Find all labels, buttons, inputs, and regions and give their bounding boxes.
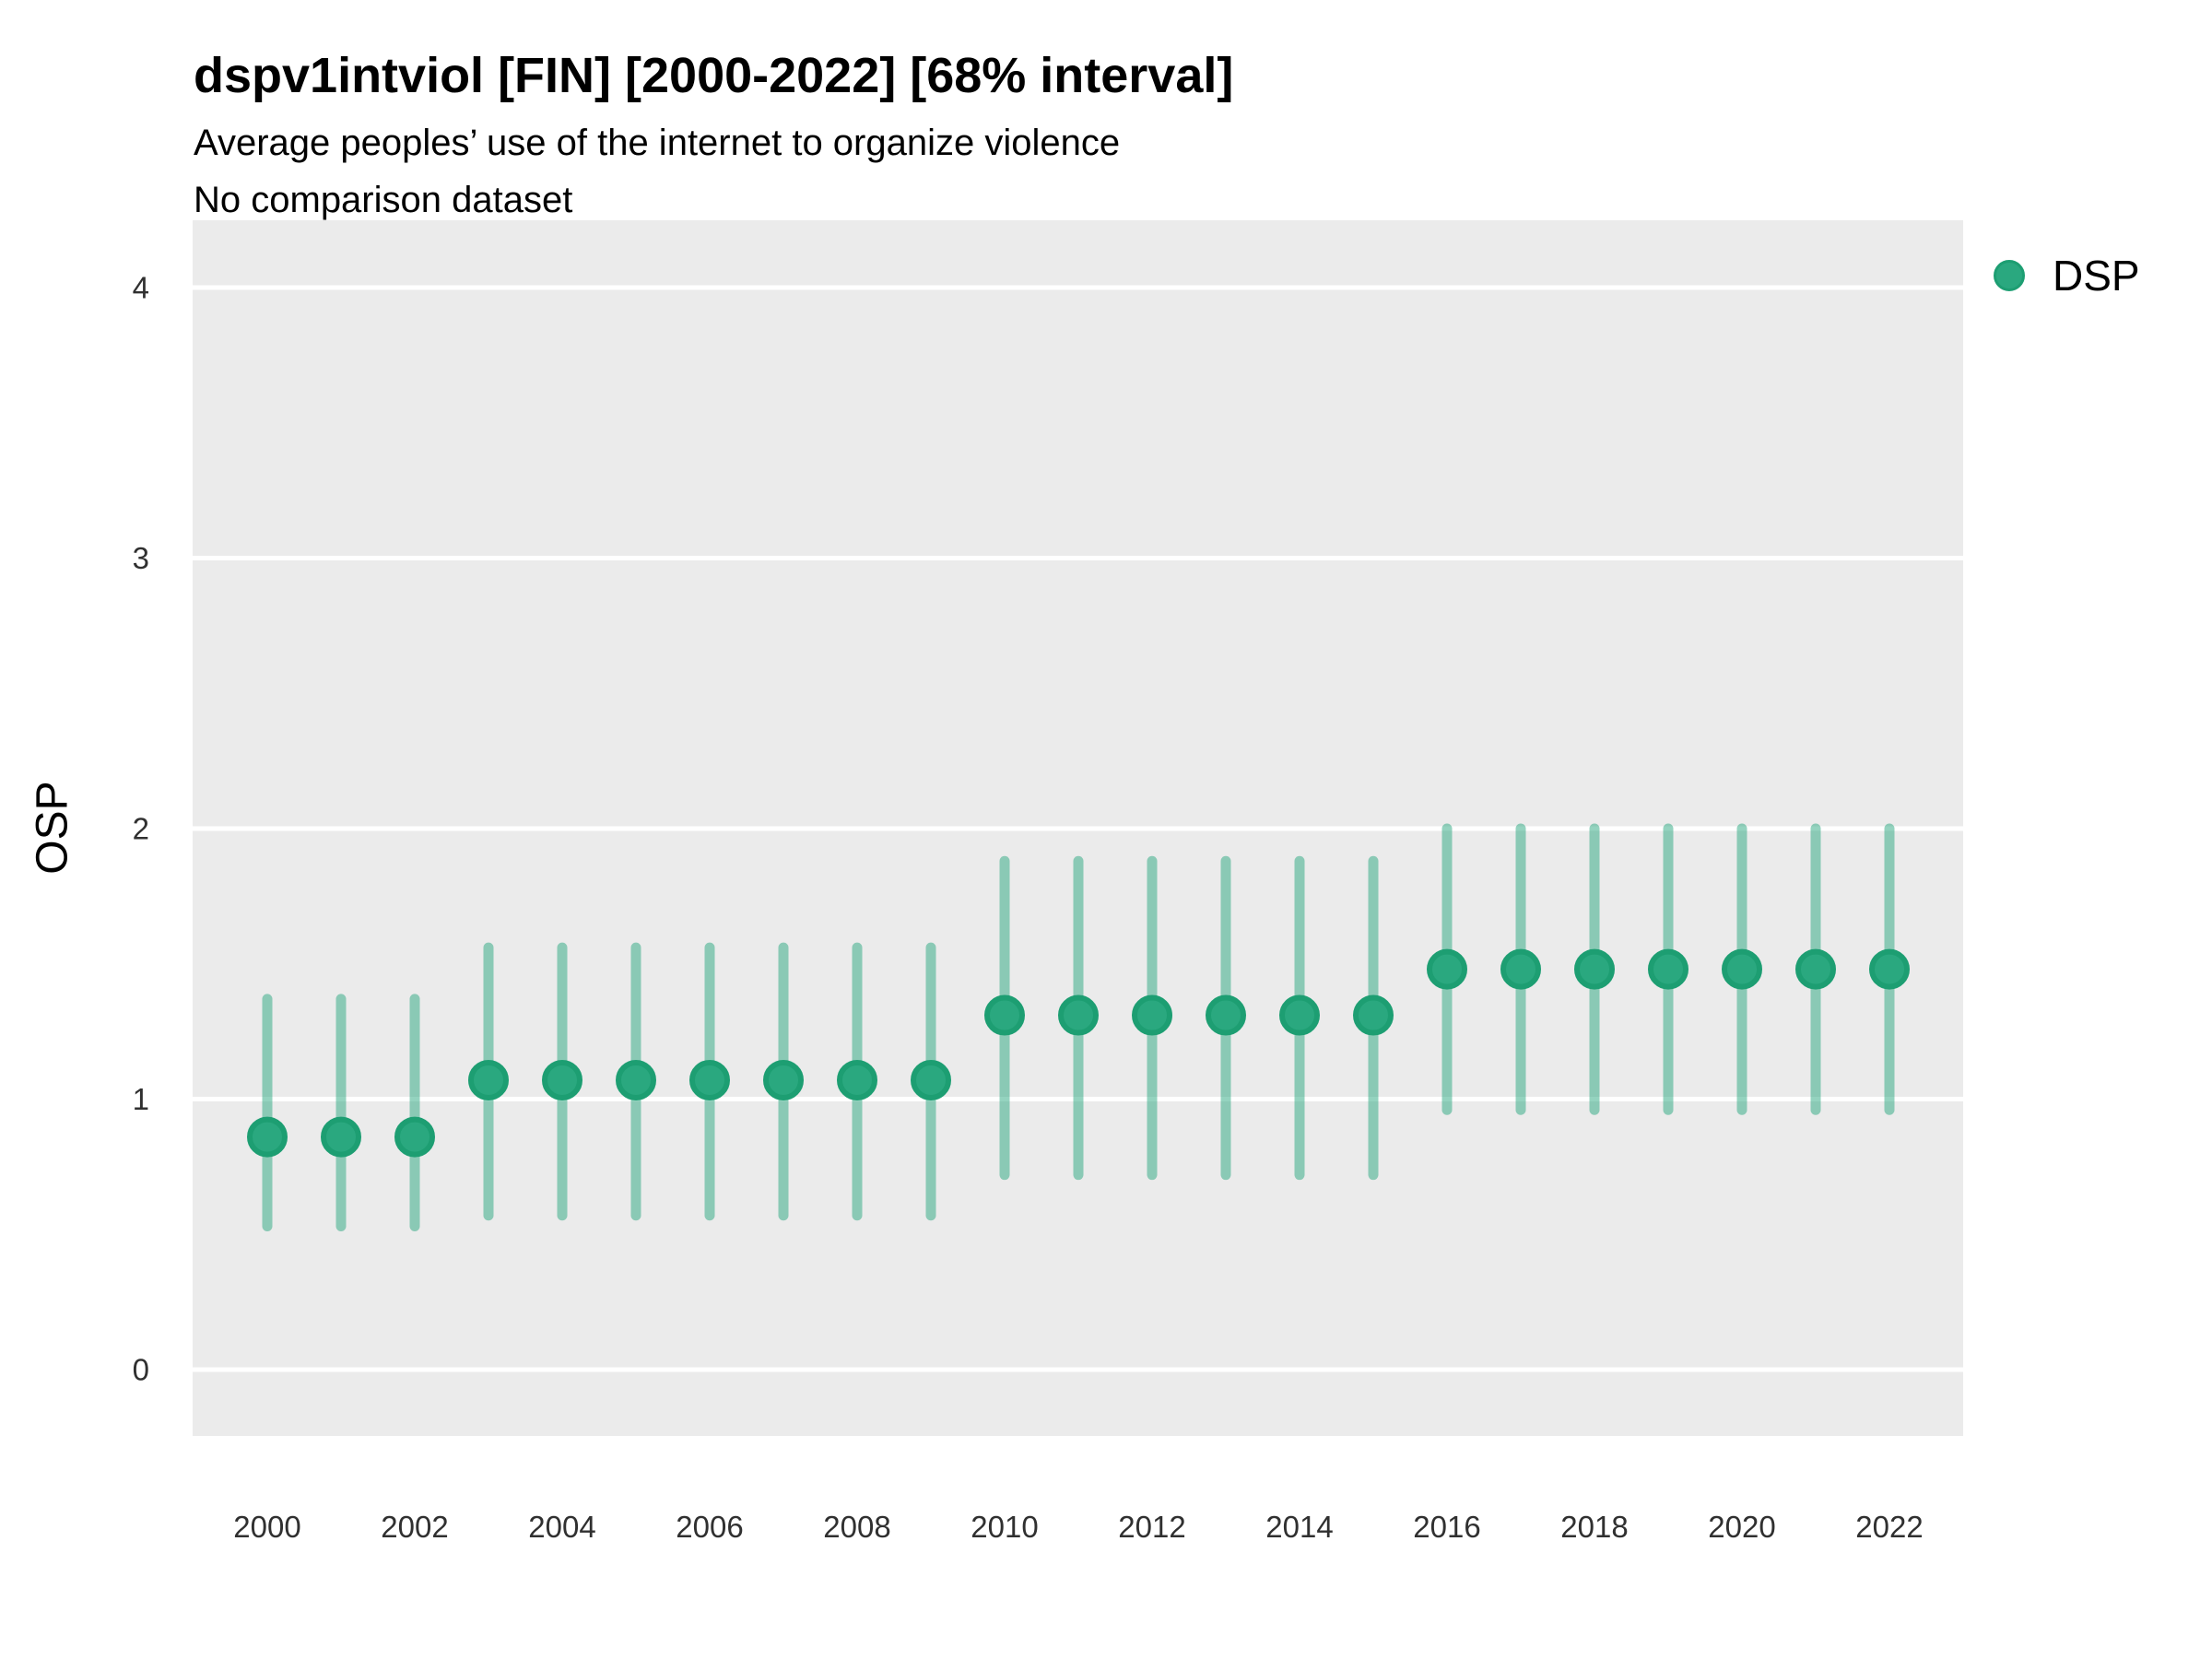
point-2011 bbox=[1058, 994, 1099, 1036]
y-tick-label: 2 bbox=[133, 812, 149, 846]
point-2008 bbox=[837, 1059, 877, 1100]
x-tick-label: 2012 bbox=[1118, 1510, 1185, 1544]
x-tick-label: 2018 bbox=[1560, 1510, 1628, 1544]
point-2016 bbox=[1427, 948, 1467, 990]
point-2020 bbox=[1722, 948, 1762, 990]
x-tick-label: 2006 bbox=[676, 1510, 743, 1544]
chart-title: dspv1intviol [FIN] [2000-2022] [68% inte… bbox=[194, 48, 1234, 103]
point-2006 bbox=[689, 1059, 730, 1100]
y-tick-label: 3 bbox=[133, 541, 149, 575]
point-2013 bbox=[1206, 994, 1246, 1036]
point-2007 bbox=[763, 1059, 804, 1100]
point-2000 bbox=[247, 1116, 288, 1158]
x-tick-label: 2014 bbox=[1265, 1510, 1333, 1544]
point-2017 bbox=[1500, 948, 1541, 990]
point-2021 bbox=[1795, 948, 1836, 990]
point-2001 bbox=[321, 1116, 361, 1158]
point-2018 bbox=[1574, 948, 1615, 990]
x-tick-label: 2022 bbox=[1855, 1510, 1923, 1544]
point-2004 bbox=[542, 1059, 582, 1100]
chart-note: No comparison dataset bbox=[194, 180, 573, 220]
x-tick-label: 2004 bbox=[528, 1510, 595, 1544]
y-tick-label: 0 bbox=[133, 1353, 149, 1387]
x-tick-label: 2016 bbox=[1413, 1510, 1480, 1544]
x-tick-label: 2000 bbox=[233, 1510, 300, 1544]
point-2019 bbox=[1648, 948, 1688, 990]
point-2022 bbox=[1869, 948, 1910, 990]
y-tick-label: 4 bbox=[133, 271, 149, 305]
legend-label-dsp: DSP bbox=[2053, 252, 2140, 300]
chart-subtitle: Average peoples’ use of the internet to … bbox=[194, 123, 1121, 163]
legend: DSP bbox=[1994, 254, 2140, 297]
point-2003 bbox=[468, 1059, 509, 1100]
x-tick-label: 2010 bbox=[971, 1510, 1038, 1544]
point-2014 bbox=[1279, 994, 1320, 1036]
point-2015 bbox=[1353, 994, 1394, 1036]
x-tick-label: 2020 bbox=[1708, 1510, 1775, 1544]
point-2002 bbox=[394, 1116, 435, 1158]
legend-point-icon bbox=[1994, 260, 2025, 291]
y-tick-label: 1 bbox=[133, 1082, 149, 1116]
point-2010 bbox=[984, 994, 1025, 1036]
point-2009 bbox=[911, 1059, 951, 1100]
point-2005 bbox=[616, 1059, 656, 1100]
x-tick-label: 2008 bbox=[823, 1510, 890, 1544]
x-tick-label: 2002 bbox=[381, 1510, 448, 1544]
point-2012 bbox=[1132, 994, 1172, 1036]
